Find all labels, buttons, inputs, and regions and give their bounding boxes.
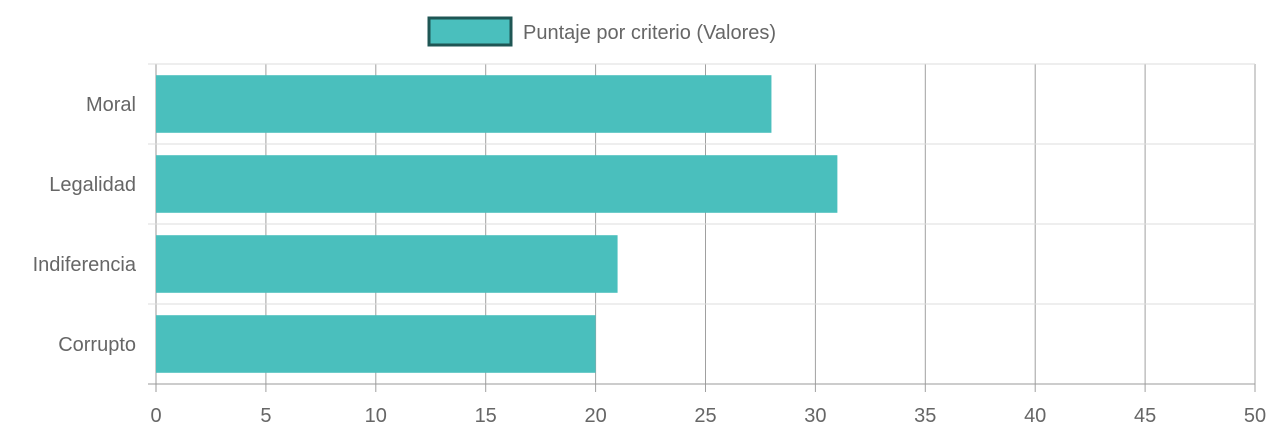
legend-label[interactable]: Puntaje por criterio (Valores)	[523, 22, 776, 44]
x-tick-label: 35	[914, 405, 936, 427]
x-tick-label: 25	[694, 405, 716, 427]
bar-legalidad	[156, 155, 838, 213]
bars	[156, 75, 838, 373]
legend[interactable]: Puntaje por criterio (Valores)	[427, 16, 776, 47]
x-tick-label: 20	[584, 405, 606, 427]
x-tick-label: 5	[260, 405, 271, 427]
x-tick-label: 10	[365, 405, 387, 427]
x-tick-label: 50	[1244, 405, 1266, 427]
legend-swatch[interactable]	[427, 16, 513, 47]
bar-corrupto	[156, 315, 596, 373]
x-tick-label: 0	[150, 405, 161, 427]
x-tick-label: 45	[1134, 405, 1156, 427]
y-tick-label: Corrupto	[58, 334, 136, 356]
bar-moral	[156, 75, 772, 133]
x-tick-label: 15	[475, 405, 497, 427]
bar-indiferencia	[156, 235, 618, 293]
y-tick-label: Legalidad	[49, 174, 136, 196]
x-tick-label: 40	[1024, 405, 1046, 427]
x-tick-label: 30	[804, 405, 826, 427]
axes: Moral Legalidad Indiferencia Corrupto 0 5 10 15…	[33, 94, 1267, 427]
y-tick-label: Moral	[86, 94, 136, 116]
y-tick-label: Indiferencia	[33, 254, 137, 276]
